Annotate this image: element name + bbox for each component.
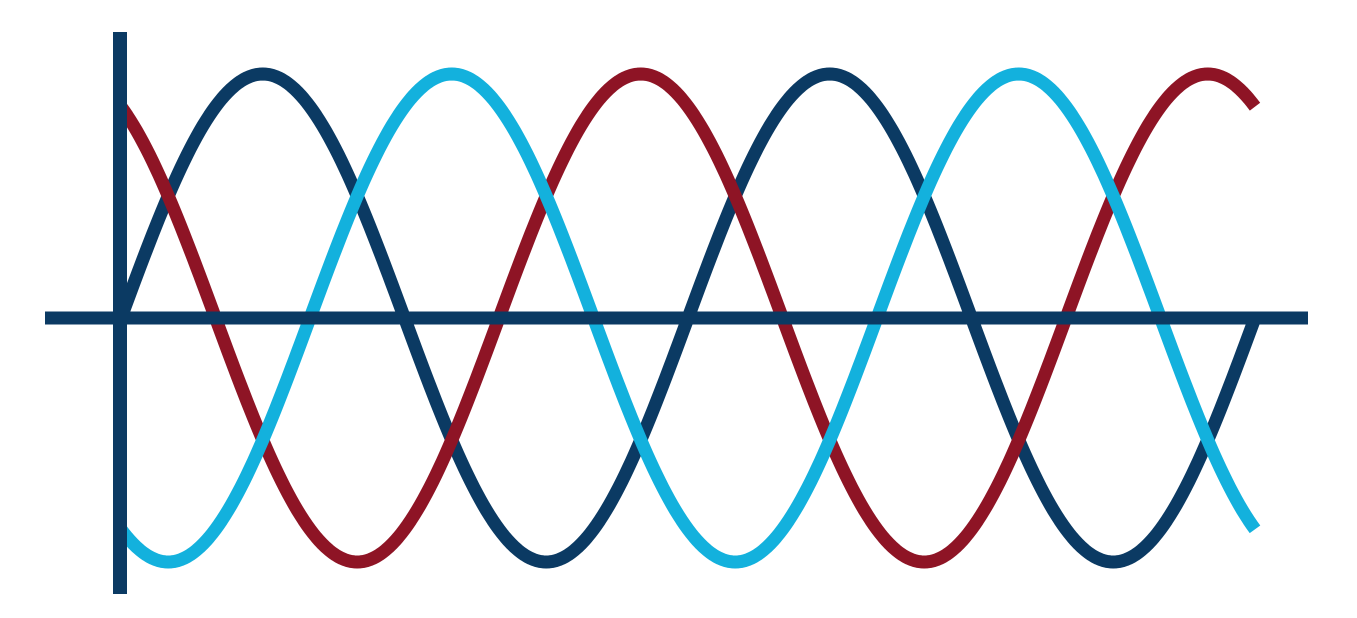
axis-layer xyxy=(45,32,1308,594)
